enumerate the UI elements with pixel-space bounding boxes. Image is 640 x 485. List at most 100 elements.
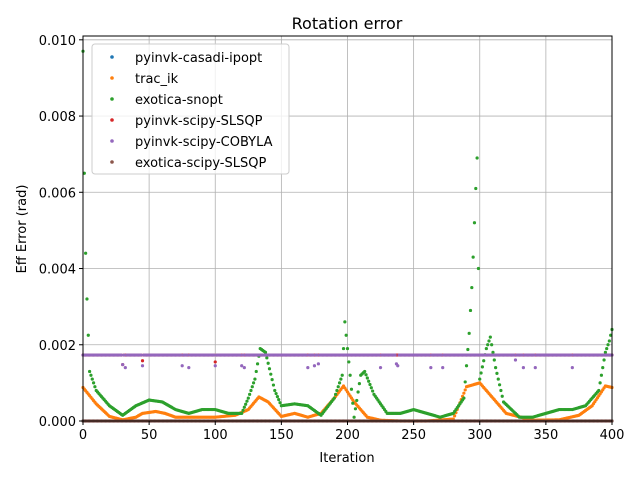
- legend-box: [91, 43, 290, 175]
- point-exotica-snopt: [605, 346, 609, 351]
- point-pyinvk-scipy-cobyla: [185, 353, 190, 357]
- point-exotica-snopt: [470, 285, 474, 290]
- point-pyinvk-scipy-cobyla: [238, 353, 242, 357]
- point-pyinvk-scipy-cobyla: [569, 353, 573, 357]
- point-exotica-snopt: [249, 388, 253, 393]
- point-exotica-snopt: [89, 373, 93, 377]
- point-pyinvk-scipy-cobyla: [512, 353, 516, 357]
- point-exotica-snopt: [263, 350, 268, 354]
- point-exotica-snopt: [371, 389, 375, 393]
- point-pyinvk-scipy-cobyla: [377, 353, 381, 357]
- point-pyinvk-scipy-cobyla: [121, 362, 125, 367]
- point-exotica-snopt: [500, 394, 504, 398]
- point-exotica-snopt: [355, 398, 359, 403]
- point-exotica-snopt: [90, 377, 94, 381]
- point-exotica-snopt: [332, 396, 336, 400]
- x-axis-label: Iteration: [319, 451, 374, 466]
- point-exotica-snopt: [244, 402, 248, 406]
- y-tick-label: 0.000: [39, 415, 76, 430]
- point-exotica-snopt: [344, 333, 348, 337]
- point-exotica-snopt: [603, 350, 607, 354]
- point-pyinvk-scipy-cobyla: [378, 366, 383, 370]
- point-exotica-snopt: [478, 377, 482, 381]
- point-exotica-snopt: [467, 331, 471, 335]
- point-exotica-snopt: [275, 395, 280, 399]
- point-exotica-snopt: [269, 372, 273, 376]
- legend-marker: [110, 118, 114, 122]
- point-trac-ik: [453, 414, 457, 418]
- point-exotica-snopt: [363, 369, 367, 374]
- point-pyinvk-scipy-cobyla: [179, 353, 183, 357]
- point-exotica-snopt: [602, 358, 606, 362]
- point-exotica-snopt: [607, 339, 611, 343]
- point-exotica-snopt: [597, 388, 601, 393]
- x-tick-label: 100: [203, 428, 228, 443]
- point-exotica-snopt: [242, 405, 246, 409]
- point-exotica-snopt: [343, 320, 347, 324]
- y-axis-label: Eff Error (rad): [15, 185, 30, 274]
- point-exotica-snopt: [598, 381, 602, 385]
- point-pyinvk-scipy-cobyla: [315, 353, 319, 357]
- y-tick-label: 0.010: [39, 34, 76, 49]
- point-trac-ik: [462, 391, 466, 395]
- point-exotica-snopt: [486, 343, 490, 347]
- point-exotica-snopt: [240, 411, 244, 415]
- point-pyinvk-scipy-cobyla: [187, 366, 191, 370]
- point-exotica-snopt: [490, 343, 494, 347]
- point-exotica-snopt: [273, 388, 277, 393]
- point-exotica-snopt: [86, 333, 90, 337]
- point-pyinvk-scipy-cobyla: [533, 366, 537, 370]
- point-exotica-snopt: [88, 369, 92, 374]
- point-exotica-snopt: [93, 385, 97, 389]
- y-tick-label: 0.006: [39, 186, 76, 201]
- point-exotica-snopt: [267, 367, 272, 371]
- legend-marker: [110, 139, 114, 143]
- point-exotica-snopt: [84, 251, 88, 255]
- x-tick-label: 150: [269, 428, 294, 443]
- point-pyinvk-scipy-cobyla: [532, 353, 536, 357]
- point-exotica-snopt: [367, 379, 371, 383]
- point-exotica-snopt: [337, 381, 342, 385]
- point-pyinvk-scipy-cobyla: [393, 353, 397, 357]
- point-exotica-snopt: [472, 221, 477, 225]
- point-exotica-snopt: [365, 376, 369, 380]
- point-exotica-snopt: [253, 377, 257, 381]
- point-exotica-snopt: [480, 365, 484, 369]
- point-pyinvk-scipy-cobyla: [123, 366, 127, 370]
- point-exotica-snopt: [468, 308, 473, 313]
- point-exotica-snopt: [345, 346, 350, 351]
- point-exotica-snopt: [265, 356, 269, 360]
- point-exotica-snopt: [474, 186, 478, 191]
- point-exotica-snopt: [601, 366, 605, 370]
- point-exotica-snopt: [347, 360, 351, 364]
- point-pyinvk-scipy-cobyla: [429, 366, 433, 370]
- chart-title: Rotation error: [292, 14, 403, 33]
- legend-entry-label: trac_ik: [135, 72, 179, 87]
- point-exotica-snopt: [245, 399, 249, 403]
- point-exotica-snopt: [85, 297, 89, 301]
- point-exotica-snopt: [241, 408, 245, 412]
- point-exotica-snopt: [353, 407, 358, 411]
- point-exotica-snopt: [341, 346, 346, 351]
- point-exotica-snopt: [488, 335, 492, 339]
- point-exotica-snopt: [494, 366, 498, 370]
- point-exotica-snopt: [246, 396, 250, 400]
- point-trac-ik: [463, 388, 467, 392]
- point-exotica-snopt: [609, 333, 613, 337]
- point-exotica-snopt: [499, 388, 503, 393]
- y-tick-label: 0.008: [39, 110, 76, 125]
- point-exotica-snopt: [91, 381, 96, 385]
- x-tick-label: 0: [79, 428, 87, 443]
- y-tick-label: 0.002: [39, 339, 76, 354]
- legend-entry-label: pyinvk-casadi-ipopt: [135, 51, 262, 66]
- point-exotica-snopt: [464, 364, 469, 368]
- point-exotica-snopt: [254, 369, 258, 374]
- point-exotica-snopt: [349, 387, 354, 391]
- legend-marker: [110, 160, 114, 164]
- point-exotica-snopt: [248, 392, 252, 396]
- tick-layer: 0 50 100 150 200 250 300 350 400 0.000 0.002 0.004 0…: [39, 34, 625, 443]
- point-exotica-snopt: [352, 415, 356, 419]
- point-pyinvk-scipy-cobyla: [427, 353, 432, 357]
- point-exotica-snopt: [471, 255, 475, 259]
